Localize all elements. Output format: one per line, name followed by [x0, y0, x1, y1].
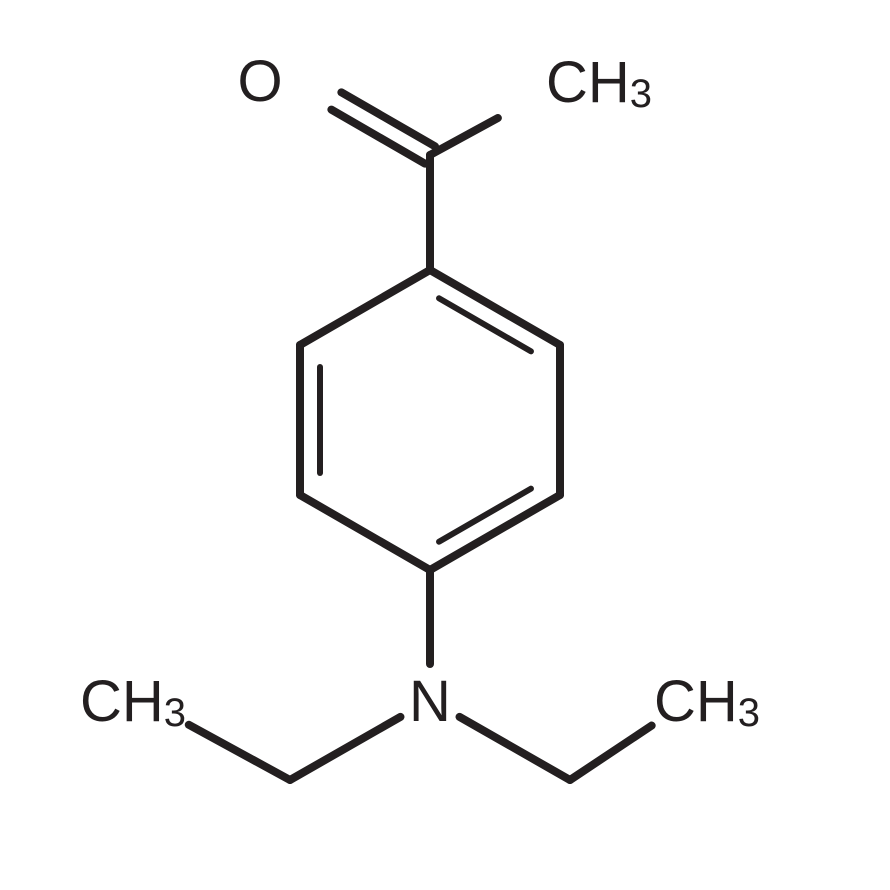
- molecule-diagram: O CH3 N CH3 CH3: [0, 0, 890, 890]
- atom-ch3-right: CH3: [654, 669, 760, 735]
- atom-o: O: [237, 49, 282, 114]
- atom-ch3-left: CH3: [80, 669, 186, 735]
- atom-ch3-top: CH3: [546, 50, 652, 116]
- atom-n: N: [409, 669, 451, 734]
